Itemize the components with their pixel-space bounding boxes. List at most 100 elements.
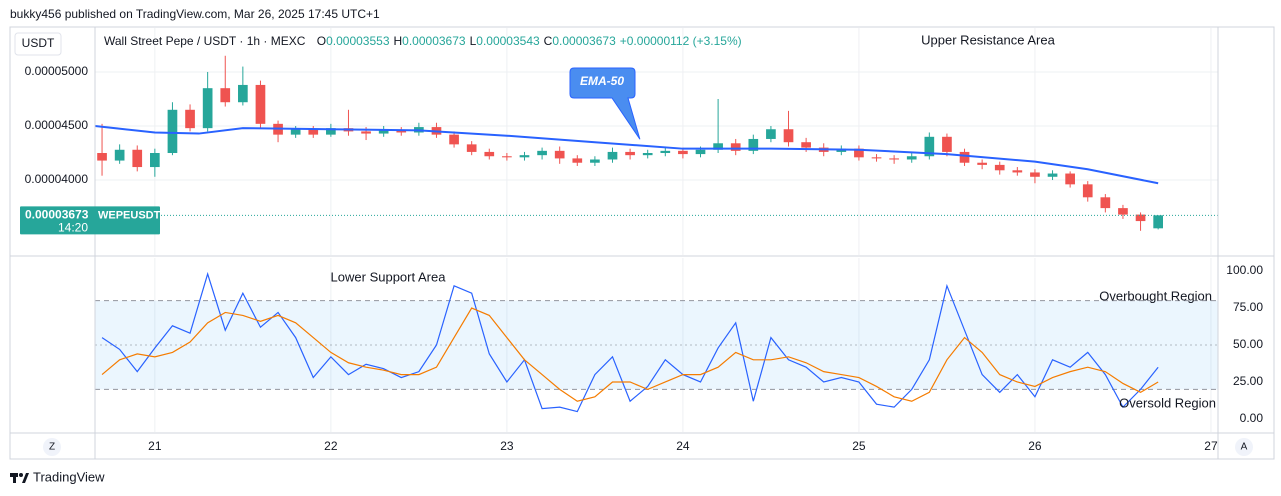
candle-body [748, 138, 759, 151]
annotation: Lower Support Area [331, 269, 447, 284]
ohlc-value: 0.00003673 [402, 34, 466, 48]
price-tag [20, 206, 160, 235]
rsi-ma-line [101, 307, 1159, 402]
logo-shape [19, 473, 23, 477]
brand-logo [10, 473, 29, 483]
candle-body [378, 130, 389, 134]
ema-line [94, 125, 1159, 185]
candle-body [625, 151, 635, 156]
candle-body [713, 143, 723, 150]
candle-body [185, 109, 195, 129]
scale-label-box[interactable] [14, 32, 62, 56]
candle-body [502, 156, 512, 158]
price-tag-value: 0.00003673 [25, 208, 89, 222]
ema-callout-label: EMA-50 [580, 74, 624, 88]
logo-shape [13, 473, 16, 483]
x-tick-label: 21 [148, 439, 162, 453]
y-tick-label: 0.00004000 [25, 172, 89, 186]
candle-body [1153, 215, 1163, 229]
ohlc-key: L [470, 34, 477, 48]
candle-body [97, 153, 107, 161]
ohlc-key: H [394, 34, 403, 48]
candle-body [607, 151, 618, 160]
ohlc-value: 0.00003553 [326, 34, 390, 48]
candle-body [466, 144, 477, 152]
candle-body [290, 129, 301, 135]
ema-callout [569, 67, 641, 140]
candle-body [1135, 214, 1146, 222]
overlay-layer: EMA-50 0.00003673 WEPEUSDT 14:20 Upper Resis… [20, 32, 1216, 410]
candle-body [396, 130, 407, 133]
candle-body [554, 150, 565, 159]
x-tick-label: 22 [324, 439, 338, 453]
y-tick-label: 0.00004500 [25, 118, 89, 132]
logo-shape [22, 473, 29, 483]
candle-body [537, 150, 547, 156]
candle-body [220, 88, 231, 103]
candle-body [1100, 197, 1111, 209]
y-tick-label: 0.00 [1240, 411, 1264, 425]
candle-body [977, 162, 987, 165]
candle-body [519, 155, 530, 158]
y-tick-label: 50.00 [1233, 337, 1263, 351]
candle-body [678, 150, 688, 155]
ohlc-value: 0.00003543 [476, 34, 540, 48]
rsi-line [101, 271, 1159, 413]
candle-body [449, 134, 459, 145]
grid-layer: 21 22 23 24 25 26 27 0.00004000 0.00004500 0.0000… [25, 28, 1264, 453]
candle-body [114, 149, 125, 161]
annotation: Oversold Region [1119, 395, 1216, 410]
candle-body [1012, 170, 1023, 173]
x-tick-label: 23 [500, 439, 514, 453]
candle-body [1030, 172, 1040, 177]
x-tick-label: 26 [1028, 439, 1042, 453]
x-tick-label: 27 [1204, 439, 1218, 453]
annotation: Overbought Region [1099, 288, 1212, 303]
candle-body [942, 136, 952, 152]
chart-frame [9, 26, 1275, 460]
candle-body [695, 149, 706, 155]
ohlc-key: O [317, 34, 326, 48]
y-tick-label: 75.00 [1233, 300, 1263, 314]
candle-body [326, 128, 336, 135]
ohlc-value: 0.00003673 [552, 34, 616, 48]
candle-body [255, 84, 266, 124]
ohlc-key: C [544, 34, 553, 48]
candle-body [484, 151, 495, 157]
candle-body [167, 109, 178, 154]
scale-button[interactable] [43, 438, 61, 456]
candle-body [783, 129, 794, 143]
symbol-name: Wall Street Pepe / USDT · 1h · MEXC [104, 34, 306, 48]
candle-body [1047, 173, 1058, 177]
x-tick-label: 25 [852, 439, 866, 453]
candle-body [854, 148, 864, 158]
candle-body [1118, 208, 1128, 215]
candle-body [889, 158, 899, 160]
y-tick-label: 25.00 [1233, 374, 1263, 388]
published-line: bukky456 published on TradingView.com, M… [10, 7, 380, 21]
mark-layer [94, 55, 1218, 413]
y-tick-label: 100.00 [1226, 263, 1263, 277]
candle-body [361, 131, 371, 134]
annotation: Upper Resistance Area [921, 32, 1055, 47]
candle-body [308, 129, 319, 135]
candle-body [1065, 173, 1075, 185]
candle-body [871, 157, 882, 159]
price-change: +0.00000112 (+3.15%) [620, 34, 742, 48]
scale-button-label[interactable]: A [1241, 442, 1248, 453]
candle-body [642, 153, 653, 156]
candle-body [959, 151, 970, 163]
candle-body [730, 143, 741, 151]
candle-body [906, 156, 917, 160]
candle-body [590, 159, 600, 163]
candle-body [132, 149, 143, 168]
scale-label[interactable]: USDT [22, 36, 55, 50]
candle-body [238, 84, 248, 103]
candle-body [150, 153, 160, 168]
candle-body [801, 142, 811, 148]
scale-button-label[interactable]: Z [49, 442, 55, 453]
scale-button[interactable] [1235, 438, 1253, 456]
candle-body [1082, 184, 1093, 198]
x-tick-label: 24 [676, 439, 690, 453]
